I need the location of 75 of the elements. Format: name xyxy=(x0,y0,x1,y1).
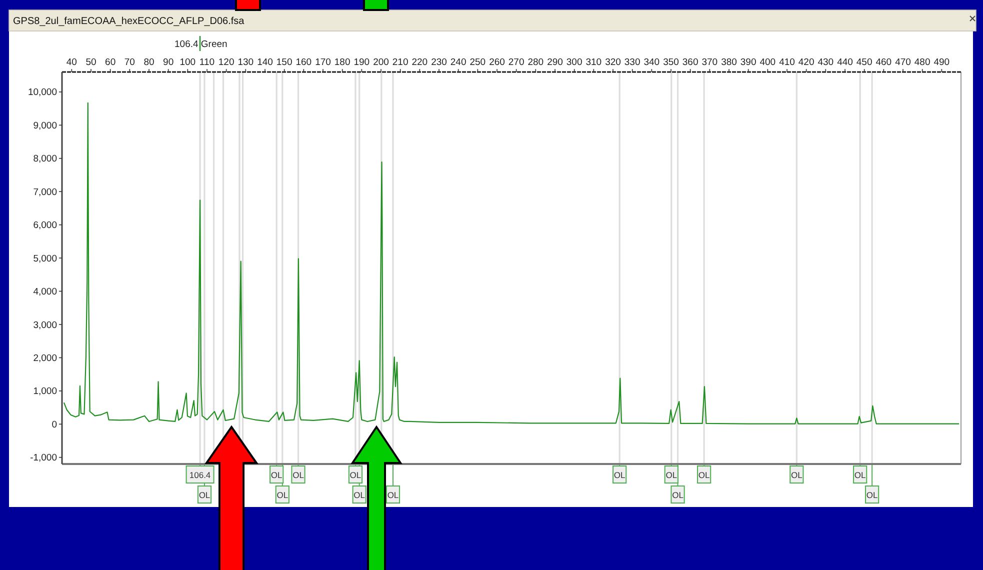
y-tick-label: 1,000 xyxy=(33,386,57,398)
y-tick-label: 10,000 xyxy=(28,87,57,98)
x-tick-label: 90 xyxy=(163,57,174,68)
ref-line-label: OL xyxy=(387,490,399,500)
ref-line-label: OL xyxy=(292,470,304,480)
x-tick-label: 320 xyxy=(605,57,621,68)
x-tick-label: 310 xyxy=(586,57,602,68)
x-tick-label: 300 xyxy=(566,57,582,68)
x-tick-label: 460 xyxy=(876,57,892,68)
text: 106.4 Green xyxy=(174,39,228,50)
x-tick-label: 180 xyxy=(334,57,350,68)
x-tick-label: 80 xyxy=(144,57,154,68)
x-tick-label: 200 xyxy=(373,57,389,68)
x-tick-label: 260 xyxy=(489,57,505,68)
x-tick-label: 380 xyxy=(721,57,737,68)
x-tick-label: 330 xyxy=(624,57,640,68)
x-tick-label: 370 xyxy=(702,57,718,68)
x-tick-label: 350 xyxy=(663,57,679,68)
ref-line-label: OL xyxy=(276,490,288,500)
ref-line-label: OL xyxy=(866,490,878,500)
x-tick-label: 40 xyxy=(66,57,77,68)
y-tick-label: 8,000 xyxy=(33,154,57,165)
x-tick-label: 50 xyxy=(86,57,96,68)
x-tick-label: 430 xyxy=(818,57,834,68)
ref-line-label: OL xyxy=(354,490,366,500)
x-tick-label: 70 xyxy=(124,57,135,68)
x-tick-label: 400 xyxy=(760,57,776,68)
chart-title: GPS8_2ul_famECOAA_hexECOCC_AFLP_D06.fsa xyxy=(13,16,245,27)
x-tick-label: 420 xyxy=(798,57,814,68)
x-tick-label: 110 xyxy=(199,57,215,68)
x-tick-label: 280 xyxy=(528,57,544,68)
x-tick-label: 360 xyxy=(682,57,698,68)
ref-line-label: OL xyxy=(270,470,283,480)
ref-line-label: OL xyxy=(614,470,626,480)
x-tick-label: 480 xyxy=(914,57,930,68)
x-tick-label: 340 xyxy=(644,57,660,68)
y-tick-label: -1,000 xyxy=(30,452,57,464)
x-tick-label: 60 xyxy=(105,57,116,68)
y-tick-label: 0 xyxy=(52,419,57,430)
ref-line-label: OL xyxy=(198,490,210,500)
ref-line-label: OL xyxy=(698,470,710,480)
x-tick-label: 240 xyxy=(450,57,466,68)
x-tick-label: 290 xyxy=(547,57,563,68)
ref-line-label: OL xyxy=(672,490,684,500)
x-tick-label: 390 xyxy=(740,57,756,68)
y-tick-label: 4,000 xyxy=(33,286,57,298)
x-tick-label: 440 xyxy=(837,57,853,68)
x-tick-label: 130 xyxy=(238,57,254,68)
ref-line-label: OL xyxy=(854,470,866,480)
x-tick-label: 450 xyxy=(856,57,872,68)
x-tick-label: 100 xyxy=(180,57,196,68)
ref-line-label: OL xyxy=(350,470,362,480)
y-tick-label: 3,000 xyxy=(33,320,57,331)
x-tick-label: 160 xyxy=(296,57,312,68)
y-tick-label: 9,000 xyxy=(33,120,57,132)
x-tick-label: 210 xyxy=(392,57,408,68)
x-tick-label: 120 xyxy=(218,57,234,68)
x-tick-label: 220 xyxy=(412,57,428,68)
x-tick-label: 170 xyxy=(315,57,331,68)
x-tick-label: 270 xyxy=(508,57,524,68)
x-tick-label: 140 xyxy=(257,57,273,68)
ref-line-label: OL xyxy=(790,470,803,480)
x-tick-label: 490 xyxy=(934,57,950,68)
x-tick-label: 250 xyxy=(470,57,486,68)
x-tick-label: 230 xyxy=(431,57,447,68)
ref-line-label: OL xyxy=(666,470,678,480)
x-tick-label: 410 xyxy=(779,57,795,68)
x-tick-label: 190 xyxy=(354,57,370,68)
y-tick-label: 7,000 xyxy=(33,186,57,198)
x-tick-label: 470 xyxy=(895,57,911,68)
x-tick-label: 150 xyxy=(276,57,292,68)
y-tick-label: 2,000 xyxy=(33,352,57,364)
ref-line-label: 106.4 xyxy=(189,470,211,480)
y-tick-label: 5,000 xyxy=(33,253,57,264)
y-tick-label: 6,000 xyxy=(33,220,57,232)
